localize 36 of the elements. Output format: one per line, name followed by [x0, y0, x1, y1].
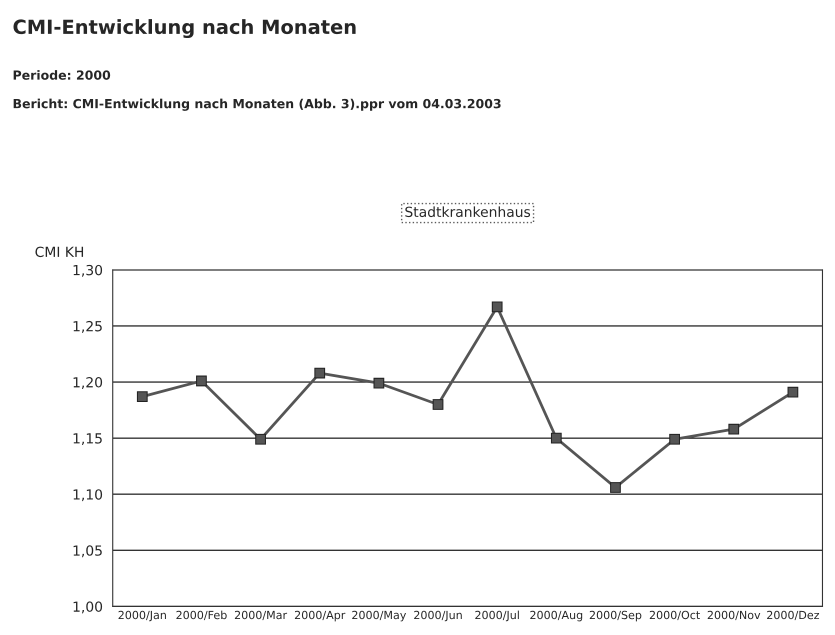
point [492, 302, 503, 312]
x-tick-label: 2000/Mar [234, 610, 288, 620]
y-tick-label: 1,25 [74, 320, 102, 333]
y-tick-label: 1,10 [74, 489, 102, 502]
text: Stadtkrankenhaus [405, 206, 530, 218]
y-tick-label: 1,15 [74, 433, 102, 446]
point [728, 424, 740, 435]
y-tick-label: 1,20 [74, 377, 102, 389]
point [610, 482, 621, 493]
chart-subtitle: Periode: 2000 [14, 70, 110, 80]
point [432, 399, 444, 410]
x-tick-label: 2000/Nov [708, 610, 760, 620]
y-axis-title: CMI KH [35, 246, 84, 258]
point [374, 378, 384, 389]
x-tick-label: 2000/Dez [767, 610, 820, 620]
x-tick-label: 2000/Jan [118, 610, 166, 622]
x-tick-label: 2000/Oct [650, 610, 700, 620]
point [669, 434, 680, 445]
x-tick-label: 2000/Aug [530, 610, 582, 622]
y-tick-label: 1,05 [74, 545, 102, 558]
x-tick-label: 2000/Feb [176, 610, 227, 620]
x-tick-label: 2000/Jun [414, 610, 462, 622]
point [136, 391, 148, 402]
point [550, 432, 562, 444]
text: Bericht: CMI-Entwicklung nach Monaten (Abb. 3).ppr vom 04.03.2003 [14, 98, 501, 111]
point [314, 368, 326, 378]
chart-title: CMI-Entwicklung nach Monaten [13, 19, 356, 38]
point [255, 434, 266, 445]
x-tick-label: 2000/Apr [294, 610, 346, 622]
x-tick-label: 2000/Sep [590, 610, 642, 622]
point [788, 386, 798, 398]
y-tick-label: 1,30 [74, 264, 102, 277]
point [196, 376, 207, 386]
x-tick-label: 2000/Jul [475, 610, 519, 622]
x-tick-label: 2000/May [352, 610, 406, 622]
y-tick-label: 1,00 [74, 601, 102, 614]
